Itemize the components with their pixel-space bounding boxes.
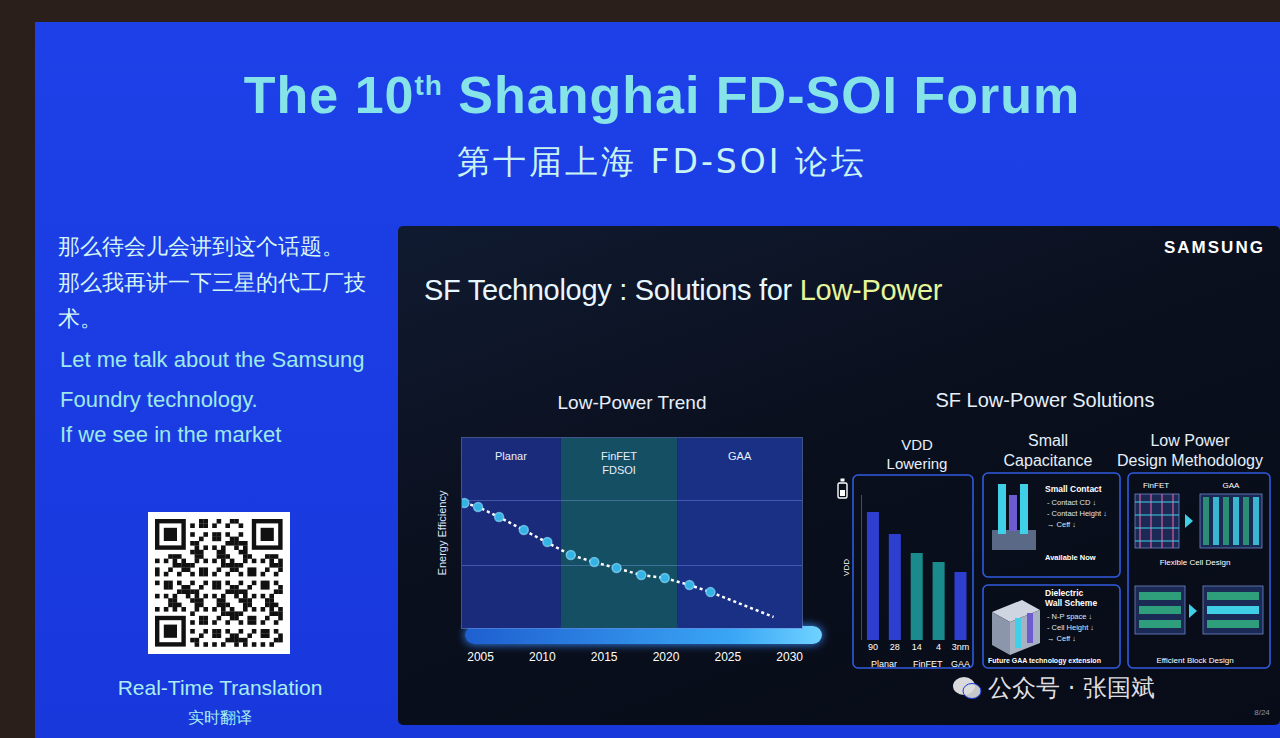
svg-text:2025: 2025 <box>714 650 741 664</box>
svg-text:Small Contact: Small Contact <box>1045 484 1102 494</box>
svg-text:- Contact Height ↓: - Contact Height ↓ <box>1047 509 1107 518</box>
html-text:SF Low-Power Solutions: SF Low-Power Solutions <box>935 388 1155 411</box>
html-text:Low Power: Low Power <box>1150 432 1230 449</box>
svg-text:2020: 2020 <box>653 650 680 664</box>
html-text:Let me talk about the Samsung: Let me talk about the Samsung <box>60 347 365 372</box>
svg-text:VDDLowering: VDDLowering <box>887 436 948 473</box>
svg-text:Future GAA technology extensio: Future GAA technology extension <box>988 657 1101 665</box>
svg-text:→ Ceff ↓: → Ceff ↓ <box>1047 634 1076 643</box>
svg-text:Available Now: Available Now <box>1045 553 1096 562</box>
html-text:实时翻译: 实时翻译 <box>188 707 252 727</box>
html-text:SF Technology : Solutions for: SF Technology : Solutions for Low-Power <box>424 273 943 306</box>
svg-text:14: 14 <box>912 642 922 652</box>
svg-text:4: 4 <box>936 642 941 652</box>
html-text:Foundry technology.: Foundry technology. <box>60 387 258 412</box>
svg-text:VDD: VDD <box>842 559 851 576</box>
svg-text:Dielectric: Dielectric <box>1045 588 1084 598</box>
html-text:Capacitance: Capacitance <box>1003 452 1093 469</box>
svg-text:28: 28 <box>890 642 900 652</box>
html-text:Real-Time Translation: Real-Time Translation <box>117 676 323 699</box>
svg-text:3nm: 3nm <box>952 642 970 652</box>
html-text:公众号 · 张国斌: 公众号 · 张国斌 <box>988 674 1155 702</box>
html-text:那么待会儿会讲到这个话题。: 那么待会儿会讲到这个话题。 <box>58 234 344 259</box>
html-text:8/24: 8/24 <box>1254 707 1270 717</box>
svg-text:GAA: GAA <box>1223 481 1241 490</box>
html-text:Design Methodology: Design Methodology <box>1117 452 1263 469</box>
html-text:那么我再讲一下三星的代工厂技: 那么我再讲一下三星的代工厂技 <box>58 270 366 295</box>
html-text:术。: 术。 <box>58 306 102 331</box>
svg-text:2010: 2010 <box>529 650 556 664</box>
svg-text:Planar: Planar <box>495 450 527 462</box>
svg-text:Energy Efficiency: Energy Efficiency <box>436 490 448 575</box>
svg-text:90: 90 <box>868 642 878 652</box>
svg-text:2005: 2005 <box>467 650 494 664</box>
svg-text:→ Ceff ↓: → Ceff ↓ <box>1047 520 1076 529</box>
svg-text:2030: 2030 <box>776 650 803 664</box>
html-text:The 10thShanghai FD-SOI Forum: The 10thShanghai FD-SOI Forum <box>243 66 1081 124</box>
svg-text:- Contact CD ↓: - Contact CD ↓ <box>1047 498 1096 507</box>
html-text:If we see in the market: If we see in the market <box>60 422 282 447</box>
svg-text:GAA: GAA <box>728 450 752 462</box>
svg-text:Flexible Cell Design: Flexible Cell Design <box>1160 558 1231 567</box>
svg-text:Wall Scheme: Wall Scheme <box>1045 598 1097 608</box>
svg-text:GAA: GAA <box>951 659 970 669</box>
html-text:SAMSUNG: SAMSUNG <box>1164 238 1265 257</box>
svg-text:2015: 2015 <box>591 650 618 664</box>
svg-text:- Cell Height ↓: - Cell Height ↓ <box>1047 623 1094 632</box>
svg-text:- N-P space ↓: - N-P space ↓ <box>1047 612 1092 621</box>
svg-text:FinFETFDSOI: FinFETFDSOI <box>601 450 637 476</box>
svg-text:FinFET: FinFET <box>913 659 943 669</box>
svg-text:FinFET: FinFET <box>1143 481 1169 490</box>
html-text:第十届上海 FD-SOI 论坛: 第十届上海 FD-SOI 论坛 <box>457 141 867 181</box>
svg-text:Efficient Block Design: Efficient Block Design <box>1156 656 1233 665</box>
html-text:Small: Small <box>1028 432 1068 449</box>
svg-text:Planar: Planar <box>871 659 897 669</box>
svg-text:Low-Power Trend: Low-Power Trend <box>558 392 707 413</box>
